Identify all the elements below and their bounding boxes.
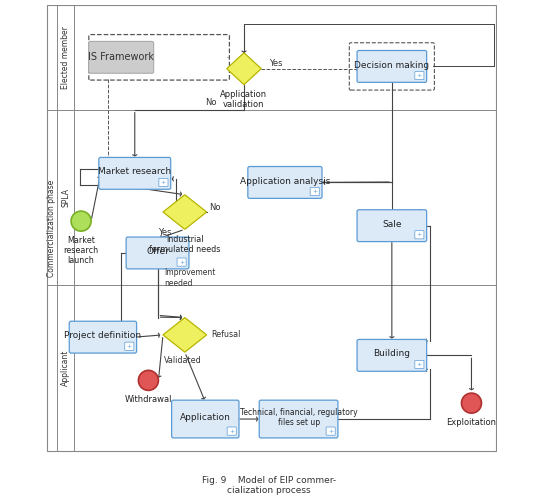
- Text: Technical, financial, regulatory
files set up: Technical, financial, regulatory files s…: [240, 408, 357, 428]
- FancyBboxPatch shape: [159, 178, 168, 186]
- Text: Commercialization phase: Commercialization phase: [47, 180, 56, 276]
- Text: Sale: Sale: [382, 220, 401, 229]
- FancyBboxPatch shape: [69, 321, 137, 353]
- Text: No: No: [206, 98, 217, 108]
- FancyBboxPatch shape: [126, 237, 189, 269]
- Text: Market research: Market research: [98, 168, 171, 176]
- Text: Refusal: Refusal: [211, 330, 240, 340]
- Circle shape: [462, 393, 482, 413]
- Polygon shape: [226, 53, 261, 84]
- Text: Project definition: Project definition: [65, 332, 141, 340]
- FancyBboxPatch shape: [177, 258, 186, 266]
- Text: Market
research
launch: Market research launch: [63, 236, 98, 266]
- FancyBboxPatch shape: [125, 342, 134, 350]
- FancyBboxPatch shape: [259, 400, 338, 438]
- Polygon shape: [163, 194, 207, 230]
- Circle shape: [138, 370, 158, 390]
- Text: +: +: [417, 232, 422, 237]
- Text: +: +: [229, 428, 235, 434]
- Text: +: +: [161, 180, 166, 185]
- Text: Application analysis: Application analysis: [240, 176, 330, 186]
- Text: SPLA: SPLA: [61, 188, 70, 206]
- FancyBboxPatch shape: [89, 42, 154, 73]
- FancyBboxPatch shape: [415, 360, 424, 368]
- FancyBboxPatch shape: [172, 400, 239, 438]
- FancyBboxPatch shape: [357, 210, 427, 242]
- FancyBboxPatch shape: [99, 158, 171, 190]
- Circle shape: [71, 211, 91, 231]
- FancyBboxPatch shape: [415, 72, 424, 80]
- Text: IS Framework: IS Framework: [88, 52, 154, 62]
- Text: Yes: Yes: [269, 58, 282, 68]
- FancyBboxPatch shape: [357, 340, 427, 372]
- Text: +: +: [417, 362, 422, 367]
- Text: Withdrawal: Withdrawal: [125, 395, 172, 404]
- Text: Building: Building: [373, 350, 410, 358]
- Text: Elected member: Elected member: [61, 26, 70, 89]
- FancyBboxPatch shape: [248, 166, 322, 198]
- Text: +: +: [328, 428, 333, 434]
- Text: +: +: [312, 189, 317, 194]
- Text: Offer: Offer: [146, 247, 169, 256]
- Text: No: No: [209, 203, 221, 212]
- FancyBboxPatch shape: [227, 427, 236, 435]
- Text: Applicant: Applicant: [61, 350, 70, 386]
- Text: +: +: [179, 260, 184, 264]
- Text: Yes: Yes: [158, 228, 172, 237]
- Polygon shape: [163, 318, 207, 352]
- FancyBboxPatch shape: [326, 427, 335, 435]
- Text: Industrial
formulated needs: Industrial formulated needs: [149, 235, 221, 254]
- Text: Application: Application: [180, 413, 231, 422]
- Text: Fig. 9    Model of EIP commer-
cialization process: Fig. 9 Model of EIP commer- cialization …: [202, 476, 336, 495]
- Text: +: +: [126, 344, 132, 349]
- Text: Improvement
needed: Improvement needed: [164, 268, 216, 287]
- Text: Decision making: Decision making: [355, 60, 429, 70]
- Text: Validated: Validated: [164, 356, 201, 365]
- Text: Exploitation: Exploitation: [447, 418, 497, 426]
- Text: +: +: [417, 73, 422, 78]
- FancyBboxPatch shape: [415, 230, 424, 239]
- FancyBboxPatch shape: [310, 188, 319, 196]
- FancyBboxPatch shape: [357, 50, 427, 82]
- Text: Application
validation: Application validation: [221, 90, 267, 110]
